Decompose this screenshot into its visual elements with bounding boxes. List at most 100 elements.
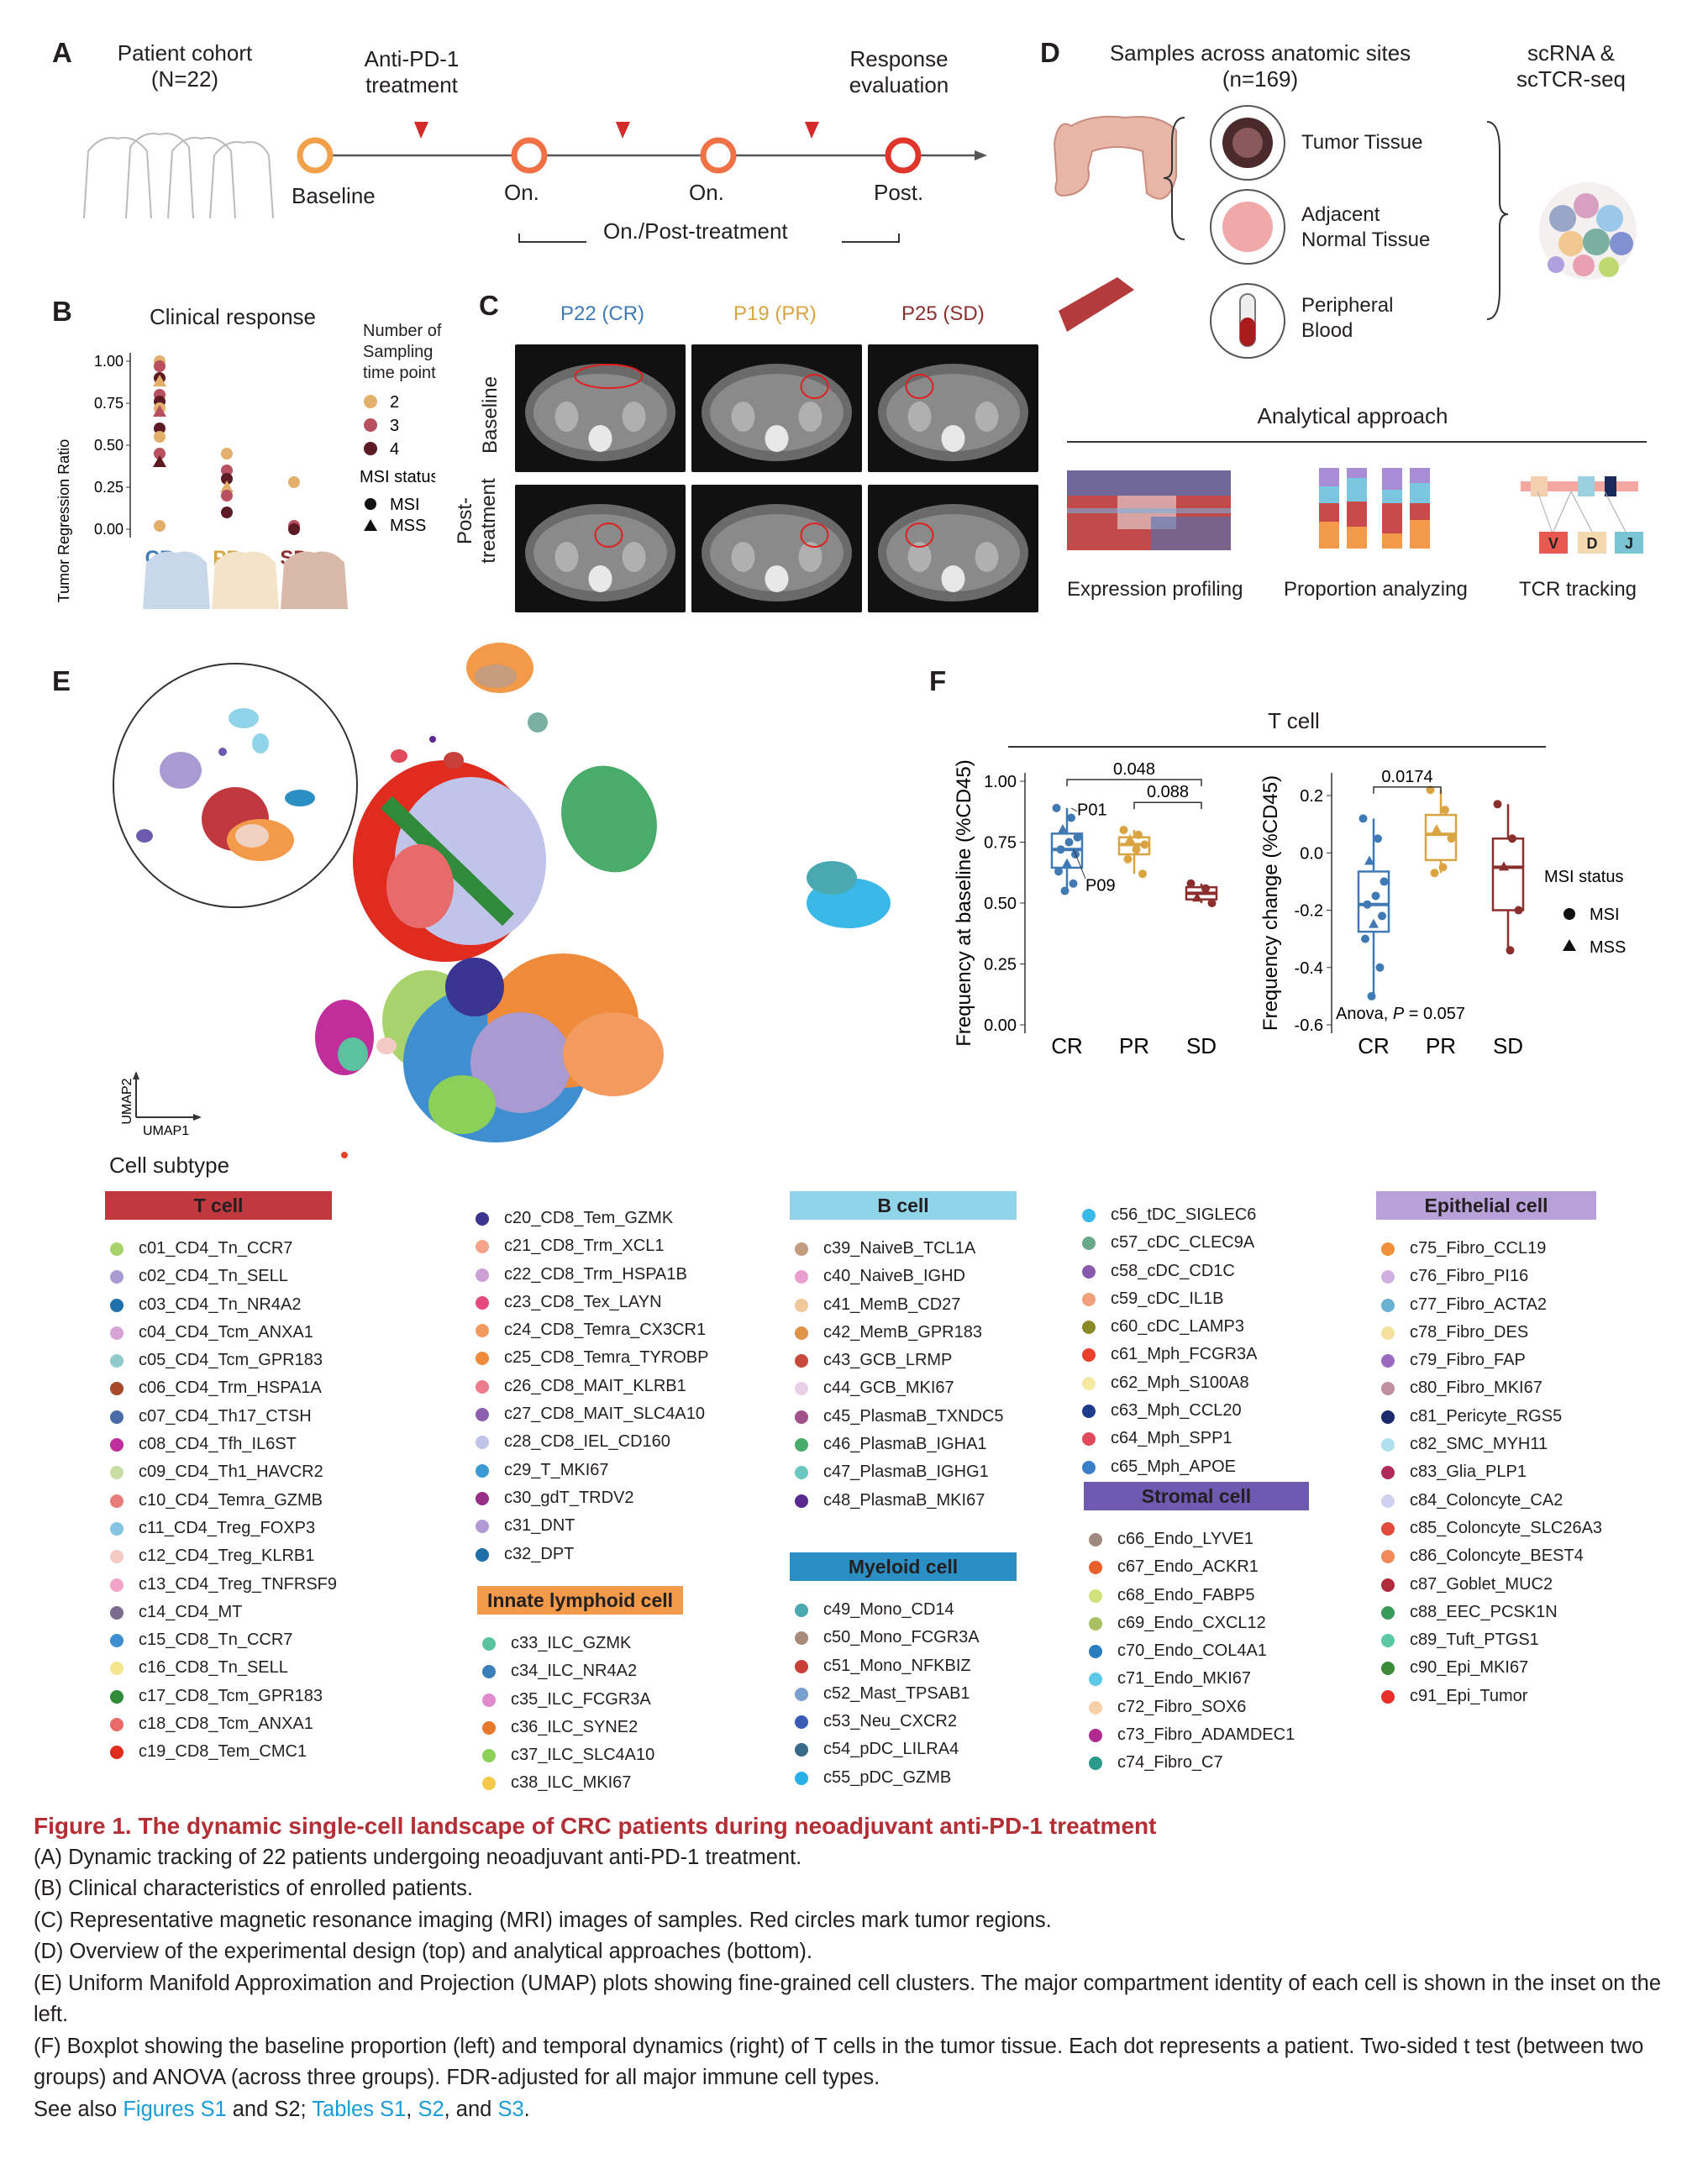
site-blood-label-2: Blood bbox=[1301, 319, 1353, 342]
panelF-xtick: CR bbox=[1051, 1033, 1083, 1058]
approach-expression-label: Expression profiling bbox=[1067, 578, 1243, 601]
legend-item-label: c60_cDC_LAMP3 bbox=[1111, 1317, 1244, 1337]
legend-swatch bbox=[110, 1270, 124, 1284]
legend-swatch bbox=[1082, 1237, 1096, 1251]
caption-line-a: (A) Dynamic tracking of 22 patients unde… bbox=[34, 1845, 802, 1869]
box-point bbox=[1140, 840, 1149, 849]
legend-item: c48_PlasmaB_MKI67 bbox=[790, 1487, 1017, 1515]
legend-swatch bbox=[795, 1494, 808, 1508]
legend-group-header: T cell bbox=[105, 1191, 332, 1220]
legend-item-label: c83_Glia_PLP1 bbox=[1410, 1463, 1527, 1482]
site-normal-label: Normal Tissue bbox=[1301, 228, 1431, 251]
legend-item: c84_Coloncyte_CA2 bbox=[1376, 1487, 1602, 1515]
legend-item: c08_CD4_Tfh_IL6ST bbox=[105, 1431, 337, 1458]
legend-item-label: c21_CD8_Trm_XCL1 bbox=[504, 1237, 665, 1256]
legend-swatch bbox=[1082, 1405, 1096, 1419]
response-point bbox=[288, 523, 300, 535]
panelB-ytick: 0.25 bbox=[94, 479, 124, 496]
legend-item-label: c64_Mph_SPP1 bbox=[1111, 1429, 1232, 1448]
legend-item: c63_Mph_CCL20 bbox=[1077, 1397, 1258, 1425]
panelB-ytick: 0.75 bbox=[94, 395, 124, 412]
box-point bbox=[1132, 845, 1141, 854]
legend-sampling-2-swatch bbox=[364, 395, 377, 408]
legend-item: c46_PlasmaB_IGHA1 bbox=[790, 1431, 1017, 1458]
box-point bbox=[1369, 918, 1379, 928]
legend-item: c34_ILC_NR4A2 bbox=[477, 1657, 683, 1685]
legend-item: c86_Coloncyte_BEST4 bbox=[1376, 1542, 1602, 1570]
legend-item: c52_Mast_TPSAB1 bbox=[790, 1680, 1017, 1708]
panelF-title: T cell bbox=[1268, 708, 1320, 733]
legend-msi-label: MSI bbox=[390, 496, 420, 514]
legend-swatch bbox=[476, 1352, 489, 1366]
legend-swatch bbox=[1082, 1264, 1096, 1279]
response-point bbox=[153, 375, 166, 386]
legend-swatch bbox=[476, 1212, 489, 1226]
legend-group: T cell c01_CD4_Tn_CCR7 c02_CD4_Tn_SELL c03_… bbox=[105, 1191, 337, 1767]
box-point bbox=[1447, 834, 1456, 843]
link-table-s2[interactable]: S2 bbox=[418, 2097, 444, 2121]
box-point bbox=[1493, 800, 1502, 809]
legend-item: c78_Fibro_DES bbox=[1376, 1319, 1602, 1347]
link-table-s1[interactable]: Tables S1 bbox=[312, 2097, 407, 2121]
response-point bbox=[154, 520, 166, 532]
legend-item: c25_CD8_Temra_TYROBP bbox=[470, 1344, 708, 1372]
legend-item-label: c86_Coloncyte_BEST4 bbox=[1410, 1547, 1584, 1566]
legend-item-label: c22_CD8_Trm_HSPA1B bbox=[504, 1264, 687, 1284]
legend-item: c77_Fibro_ACTA2 bbox=[1376, 1291, 1602, 1319]
legend-item: c13_CD4_Treg_TNFRSF9 bbox=[105, 1571, 337, 1599]
timepoint-on2-marker bbox=[700, 137, 737, 174]
treatment-label: Anti-PD-1 treatment bbox=[364, 46, 460, 97]
pvalue-label: 0.048 bbox=[1113, 760, 1155, 779]
legend-swatch bbox=[795, 1466, 808, 1480]
legend-sampling-3-swatch bbox=[364, 418, 377, 432]
panelF-ytick: 0.50 bbox=[984, 895, 1017, 913]
legend-swatch bbox=[476, 1324, 489, 1338]
legend-swatch bbox=[1381, 1521, 1395, 1536]
approach-tcr-label: TCR tracking bbox=[1519, 578, 1637, 601]
response-point bbox=[154, 360, 166, 372]
legend-item-label: c34_ILC_NR4A2 bbox=[511, 1662, 638, 1681]
legend-swatch bbox=[110, 1410, 124, 1424]
legend-item-label: c04_CD4_Tcm_ANXA1 bbox=[139, 1322, 313, 1342]
legend-item: c89_Tuft_PTGS1 bbox=[1376, 1626, 1602, 1654]
box-point bbox=[1506, 946, 1515, 955]
link-table-s3[interactable]: S3 bbox=[497, 2097, 524, 2121]
legend-swatch bbox=[1089, 1561, 1102, 1575]
legend-item-label: c30_gdT_TRDV2 bbox=[504, 1488, 634, 1507]
legend-item-label: c61_Mph_FCGR3A bbox=[1111, 1345, 1258, 1364]
legend-item: c12_CD4_Treg_KLRB1 bbox=[105, 1542, 337, 1570]
legend-item-label: c18_CD8_Tcm_ANXA1 bbox=[139, 1715, 313, 1734]
legend-title: Cell subtype bbox=[109, 1153, 230, 1178]
legend-item: c44_GCB_MKI67 bbox=[790, 1374, 1017, 1402]
patient-p22-label: P22 (CR) bbox=[560, 302, 645, 325]
box-point bbox=[1364, 855, 1374, 865]
legend-item: c14_CD4_MT bbox=[105, 1599, 337, 1626]
legend-swatch bbox=[110, 1578, 124, 1592]
box-point bbox=[1062, 858, 1072, 868]
response-point bbox=[153, 405, 166, 417]
legend-item: c01_CD4_Tn_CCR7 bbox=[105, 1235, 337, 1263]
legend-swatch bbox=[482, 1665, 496, 1679]
legend-item: c22_CD8_Trm_HSPA1B bbox=[470, 1261, 708, 1289]
legend-item-label: c16_CD8_Tn_SELL bbox=[139, 1658, 288, 1678]
legend-item: c07_CD4_Th17_CTSH bbox=[105, 1403, 337, 1431]
umap1-label: UMAP1 bbox=[143, 1124, 189, 1138]
legend-item-label: c73_Fibro_ADAMDEC1 bbox=[1117, 1725, 1295, 1745]
legend-msi-swatch bbox=[365, 498, 376, 510]
legend-item-label: c79_Fibro_FAP bbox=[1410, 1351, 1526, 1370]
legend-item: c11_CD4_Treg_FOXP3 bbox=[105, 1515, 337, 1542]
legend-swatch bbox=[476, 1240, 489, 1254]
legend-swatch bbox=[476, 1547, 489, 1562]
legend-item-label: c12_CD4_Treg_KLRB1 bbox=[139, 1547, 315, 1566]
link-figure-s1[interactable]: Figures S1 bbox=[123, 2097, 227, 2121]
dose-arrow-icon bbox=[805, 122, 819, 139]
legend-swatch bbox=[110, 1494, 124, 1508]
anova-label: Anova, P = 0.057 bbox=[1336, 1005, 1465, 1023]
legend-item: c09_CD4_Th1_HAVCR2 bbox=[105, 1458, 337, 1486]
box-point bbox=[1363, 900, 1372, 909]
box-point bbox=[1052, 803, 1061, 812]
legend-item-label: c47_PlasmaB_IGHG1 bbox=[823, 1463, 989, 1482]
legend-item: c40_NaiveB_IGHD bbox=[790, 1263, 1017, 1290]
legend-item-label: c05_CD4_Tcm_GPR183 bbox=[139, 1351, 323, 1370]
legend-item-label: c46_PlasmaB_IGHA1 bbox=[823, 1435, 987, 1454]
